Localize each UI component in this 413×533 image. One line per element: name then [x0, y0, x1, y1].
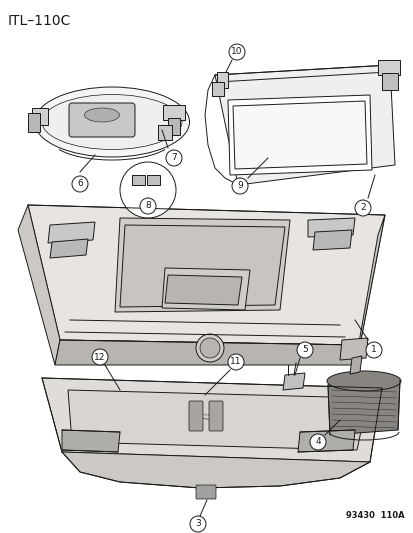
- Polygon shape: [297, 430, 354, 452]
- Polygon shape: [55, 340, 359, 365]
- Circle shape: [228, 44, 244, 60]
- Polygon shape: [339, 338, 367, 360]
- Polygon shape: [312, 230, 351, 250]
- Circle shape: [92, 349, 108, 365]
- Polygon shape: [381, 73, 397, 90]
- Polygon shape: [158, 125, 171, 140]
- Polygon shape: [327, 380, 399, 435]
- Circle shape: [231, 178, 247, 194]
- FancyBboxPatch shape: [195, 485, 216, 499]
- Circle shape: [354, 200, 370, 216]
- Polygon shape: [147, 175, 159, 185]
- Polygon shape: [42, 378, 381, 462]
- Polygon shape: [211, 82, 223, 96]
- Polygon shape: [282, 373, 304, 390]
- Polygon shape: [354, 215, 384, 365]
- Circle shape: [166, 150, 182, 166]
- Polygon shape: [228, 95, 371, 175]
- Polygon shape: [307, 218, 354, 237]
- Circle shape: [72, 176, 88, 192]
- Circle shape: [365, 342, 381, 358]
- Circle shape: [199, 338, 219, 358]
- Text: ITL–110C: ITL–110C: [8, 14, 71, 28]
- Text: 12: 12: [94, 352, 105, 361]
- Text: 3: 3: [195, 520, 200, 529]
- Circle shape: [140, 198, 156, 214]
- Ellipse shape: [326, 371, 400, 391]
- Polygon shape: [32, 108, 48, 125]
- Circle shape: [309, 434, 325, 450]
- Polygon shape: [168, 118, 180, 135]
- Text: 9: 9: [237, 182, 242, 190]
- Text: 10: 10: [231, 47, 242, 56]
- Polygon shape: [50, 239, 88, 258]
- Polygon shape: [18, 205, 60, 365]
- FancyBboxPatch shape: [209, 401, 223, 431]
- Polygon shape: [28, 113, 40, 132]
- Text: 2: 2: [359, 204, 365, 213]
- Polygon shape: [132, 175, 145, 185]
- FancyBboxPatch shape: [69, 103, 135, 137]
- Circle shape: [228, 354, 243, 370]
- FancyBboxPatch shape: [189, 401, 202, 431]
- Text: 5: 5: [301, 345, 307, 354]
- Circle shape: [120, 162, 176, 218]
- Ellipse shape: [42, 94, 182, 149]
- Polygon shape: [216, 72, 228, 88]
- Ellipse shape: [34, 87, 189, 157]
- Text: 8: 8: [145, 201, 150, 211]
- Polygon shape: [28, 205, 384, 345]
- Text: 11: 11: [230, 358, 241, 367]
- Text: 4: 4: [314, 438, 320, 447]
- Polygon shape: [214, 65, 394, 185]
- Circle shape: [195, 334, 223, 362]
- Polygon shape: [161, 268, 249, 310]
- Polygon shape: [349, 356, 361, 374]
- Ellipse shape: [84, 108, 119, 122]
- Text: 6: 6: [77, 180, 83, 189]
- Polygon shape: [163, 105, 185, 120]
- Polygon shape: [165, 275, 242, 305]
- Text: 7: 7: [171, 154, 176, 163]
- Text: 1: 1: [370, 345, 376, 354]
- Polygon shape: [233, 101, 366, 169]
- Polygon shape: [377, 60, 399, 75]
- Polygon shape: [62, 452, 369, 488]
- Polygon shape: [115, 218, 289, 312]
- Circle shape: [190, 516, 206, 532]
- Text: 93430  110A: 93430 110A: [346, 511, 404, 520]
- Polygon shape: [62, 430, 120, 452]
- Circle shape: [296, 342, 312, 358]
- Polygon shape: [68, 390, 367, 450]
- Polygon shape: [48, 222, 95, 243]
- Polygon shape: [120, 225, 284, 307]
